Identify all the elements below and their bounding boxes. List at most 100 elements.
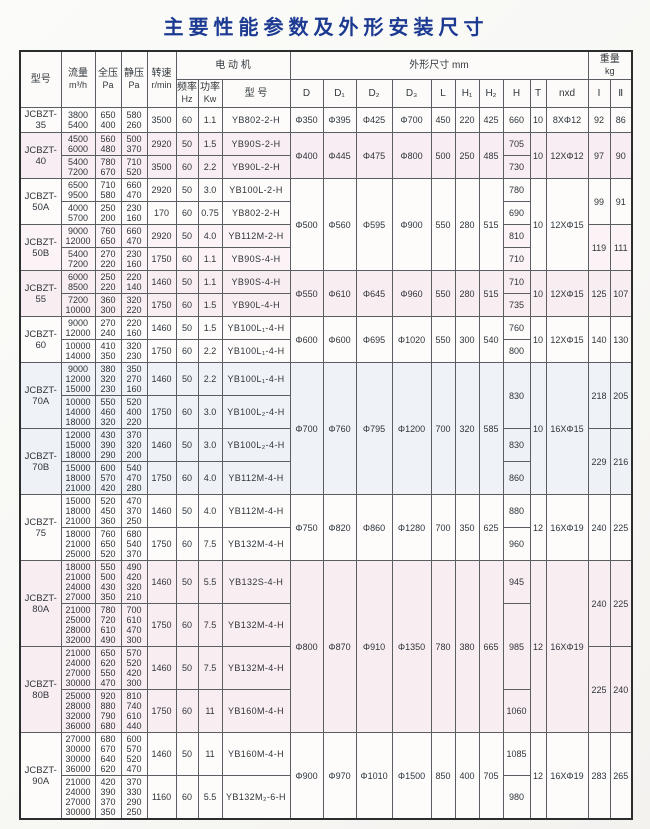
speed-cell: 1750 bbox=[146, 395, 177, 429]
dim-d2-cell: Φ595 bbox=[355, 178, 393, 271]
flow-cell: 27000 30000 30000 36000 bbox=[60, 732, 96, 776]
header-dim-d: D bbox=[289, 79, 324, 108]
speed-cell: 1460 bbox=[146, 270, 177, 294]
power-cell: 3.0 bbox=[197, 178, 223, 202]
dim-h-cell: 710 bbox=[502, 270, 531, 294]
total-pressure-cell: 780 720 610 490 bbox=[94, 603, 122, 647]
speed-cell: 1160 bbox=[146, 775, 177, 820]
dim-h-cell: 660 bbox=[502, 107, 531, 133]
weight-1-cell: 97 bbox=[587, 132, 611, 179]
static-pressure-cell: 490 420 320 210 bbox=[120, 560, 148, 604]
frequency-cell: 50 bbox=[175, 494, 199, 528]
dim-d2-cell: Φ795 bbox=[355, 362, 393, 495]
dim-h-cell: 860 bbox=[502, 461, 531, 495]
frequency-cell: 60 bbox=[175, 201, 199, 225]
static-pressure-cell: 570 520 420 300 bbox=[120, 646, 148, 690]
flow-cell: 10000 14000 bbox=[60, 339, 96, 363]
weight-1-cell: 140 bbox=[587, 316, 611, 363]
speed-cell: 1460 bbox=[146, 316, 177, 340]
motor-model-cell: YB90S-2-H bbox=[221, 132, 291, 156]
dim-l-cell: 700 bbox=[430, 362, 456, 495]
header-total-pressure: 全压 Pa bbox=[94, 50, 122, 108]
weight-1-cell: 92 bbox=[587, 107, 611, 133]
flow-cell: 18000 21000 25000 bbox=[60, 527, 96, 561]
static-pressure-cell: 220 160 bbox=[120, 316, 148, 340]
header-dim-d1: D₁ bbox=[322, 79, 357, 108]
dim-d2-cell: Φ1010 bbox=[355, 732, 393, 820]
flow-cell: 21000 25000 28000 32000 bbox=[60, 603, 96, 647]
dim-d3-cell: Φ1350 bbox=[391, 560, 432, 733]
speed-cell: 1750 bbox=[146, 293, 177, 317]
header-dim-d3: D₃ bbox=[391, 79, 432, 108]
static-pressure-cell: 320 230 bbox=[120, 339, 148, 363]
dim-t-cell: 10 bbox=[529, 178, 547, 271]
weight-1-cell: 229 bbox=[587, 428, 611, 495]
power-cell: 1.5 bbox=[197, 132, 223, 156]
dim-d-cell: Φ700 bbox=[289, 362, 324, 495]
weight-2-cell: 91 bbox=[609, 178, 633, 225]
static-pressure-cell: 370 330 290 250 bbox=[120, 775, 148, 820]
flow-cell: 21000 24000 27000 30000 bbox=[60, 646, 96, 690]
dim-t-cell: 10 bbox=[529, 132, 547, 179]
motor-model-cell: YB100L₂-4-H bbox=[221, 428, 291, 462]
weight-1-cell: 240 bbox=[587, 494, 611, 561]
dim-h-cell: 830 bbox=[502, 362, 531, 429]
power-cell: 4.0 bbox=[197, 461, 223, 495]
frequency-cell: 50 bbox=[175, 560, 199, 604]
static-pressure-cell: 600 570 520 470 bbox=[120, 732, 148, 776]
dim-h1-cell: 320 bbox=[454, 362, 480, 495]
dim-d2-cell: Φ425 bbox=[355, 107, 393, 133]
dim-h-cell: 780 bbox=[502, 178, 531, 202]
dim-d1-cell: Φ820 bbox=[322, 494, 357, 561]
static-pressure-cell: 500 370 bbox=[120, 132, 148, 156]
speed-cell: 1750 bbox=[146, 527, 177, 561]
model-cell: JCBZT- 80A bbox=[19, 560, 62, 647]
power-cell: 0.75 bbox=[197, 201, 223, 225]
motor-model-cell: YB100L₂-4-H bbox=[221, 395, 291, 429]
dim-nxd-cell: 16XΦ19 bbox=[545, 560, 589, 733]
weight-1-cell: 99 bbox=[587, 178, 611, 225]
power-cell: 7.5 bbox=[197, 527, 223, 561]
weight-2-cell: 240 bbox=[609, 646, 633, 733]
motor-model-cell: YB90S-4-H bbox=[221, 270, 291, 294]
static-pressure-cell: 810 740 610 440 bbox=[120, 689, 148, 733]
dim-h-cell: 960 bbox=[502, 527, 531, 561]
flow-cell: 9000 12000 15000 bbox=[60, 362, 96, 396]
frequency-cell: 50 bbox=[175, 428, 199, 462]
dim-d2-cell: Φ910 bbox=[355, 560, 393, 733]
dim-l-cell: 550 bbox=[430, 178, 456, 271]
frequency-cell: 60 bbox=[175, 293, 199, 317]
dim-d2-cell: Φ695 bbox=[355, 316, 393, 363]
motor-model-cell: YB112M-4-H bbox=[221, 494, 291, 528]
motor-model-cell: YB90S-4-H bbox=[221, 247, 291, 271]
speed-cell: 2920 bbox=[146, 178, 177, 202]
dim-d1-cell: Φ610 bbox=[322, 270, 357, 317]
header-power: 功率 Kw bbox=[197, 79, 223, 108]
weight-1-cell: 125 bbox=[587, 270, 611, 317]
weight-2-cell: 90 bbox=[609, 132, 633, 179]
header-dim-h1: H₁ bbox=[454, 79, 480, 108]
dim-l-cell: 780 bbox=[430, 560, 456, 733]
power-cell: 5.5 bbox=[197, 775, 223, 820]
model-cell: JCBZT- 55 bbox=[19, 270, 62, 317]
total-pressure-cell: 550 500 430 350 bbox=[94, 560, 122, 604]
weight-1-cell: 119 bbox=[587, 224, 611, 271]
frequency-cell: 60 bbox=[175, 527, 199, 561]
dim-d3-cell: Φ960 bbox=[391, 270, 432, 317]
dim-d1-cell: Φ445 bbox=[322, 132, 357, 179]
static-pressure-cell: 710 520 bbox=[120, 155, 148, 179]
model-cell: JCBZT- 35 bbox=[19, 107, 62, 133]
flow-cell: 25000 28000 32000 36000 bbox=[60, 689, 96, 733]
dim-d1-cell: Φ970 bbox=[322, 732, 357, 820]
dim-d-cell: Φ500 bbox=[289, 178, 324, 271]
header-weight-group: 重量 kg bbox=[587, 50, 633, 80]
dim-l-cell: 550 bbox=[430, 270, 456, 317]
static-pressure-cell: 220 140 bbox=[120, 270, 148, 294]
weight-1-cell: 225 bbox=[587, 646, 611, 733]
total-pressure-cell: 270 240 bbox=[94, 316, 122, 340]
motor-model-cell: YB100L-2-H bbox=[221, 178, 291, 202]
dim-d1-cell: Φ560 bbox=[322, 178, 357, 271]
flow-cell: 10000 14000 18000 bbox=[60, 395, 96, 429]
table-body: JCBZT- 35 3800 5400 650 400 580 260 3500 60 1.1 YB8… bbox=[19, 107, 633, 820]
dim-h2-cell: 540 bbox=[478, 316, 504, 363]
